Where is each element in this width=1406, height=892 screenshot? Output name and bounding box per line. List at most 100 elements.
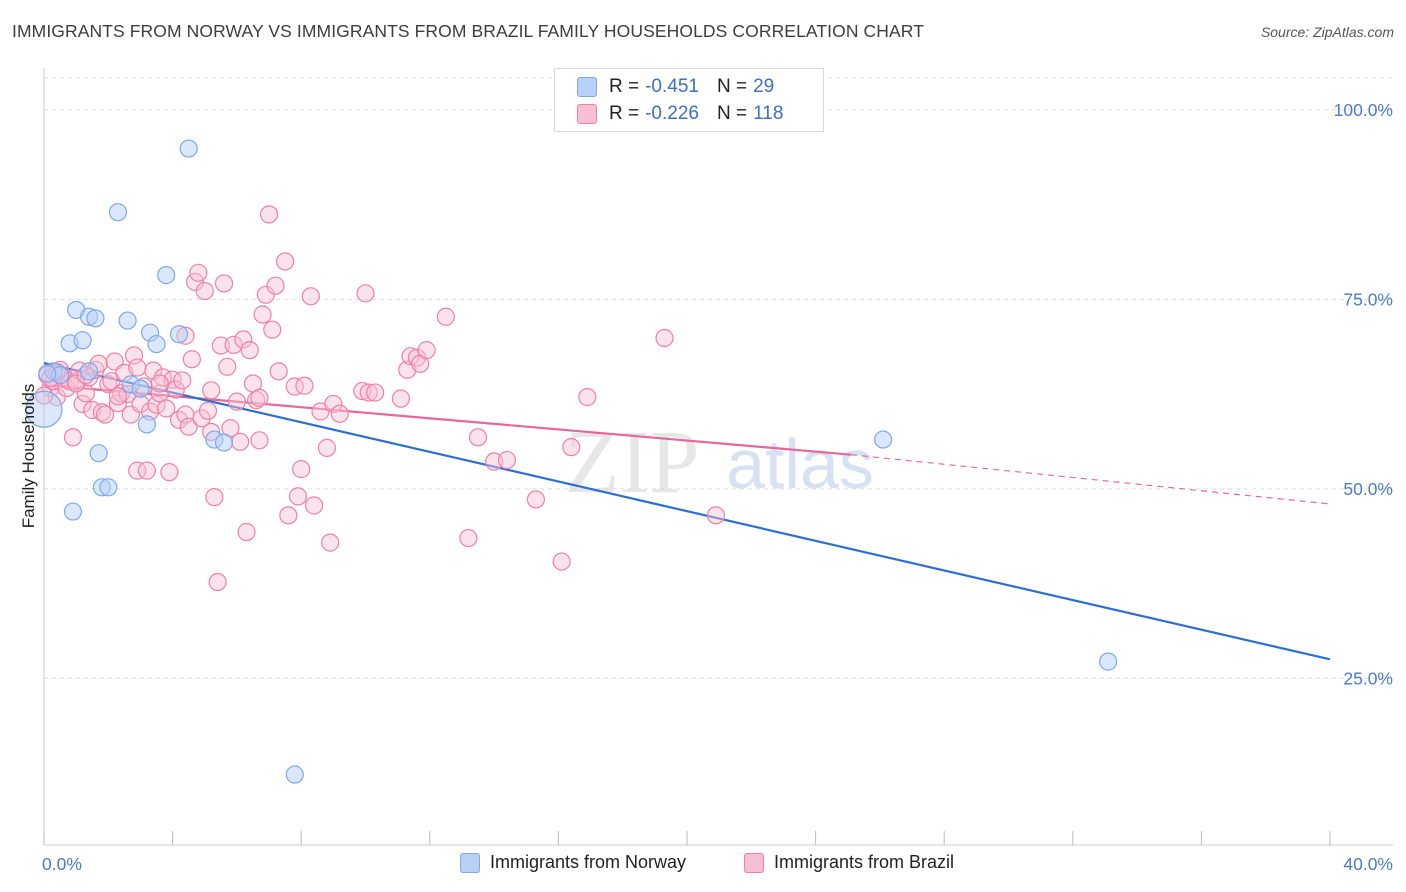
data-point-brazil: [655, 328, 674, 348]
legend-swatch-brazil: [577, 104, 597, 124]
legend-r-label: R =: [609, 103, 640, 124]
data-point-brazil: [211, 336, 230, 355]
bottom-legend-label-norway: Immigrants from Norway: [490, 852, 687, 872]
data-point-brazil: [256, 285, 275, 304]
legend-n-label: N =: [716, 76, 748, 97]
data-point-brazil: [253, 305, 272, 324]
data-point-brazil: [301, 287, 320, 306]
data-point-norway: [99, 478, 118, 497]
data-point-brazil: [137, 461, 156, 480]
data-point-brazil: [192, 409, 211, 428]
legend-r-value-norway: -0.451: [645, 76, 699, 97]
trend-lines: [43, 361, 1331, 661]
data-point-brazil: [250, 388, 269, 407]
chart-source: Source: ZipAtlas.com: [1260, 24, 1394, 40]
data-point-brazil: [92, 403, 111, 422]
data-point-brazil: [202, 381, 221, 400]
data-point-brazil: [102, 372, 121, 391]
data-point-brazil: [552, 552, 571, 571]
data-point-brazil: [526, 490, 545, 509]
data-point-brazil: [324, 394, 343, 414]
data-point-brazil: [166, 380, 185, 399]
data-point-brazil: [247, 391, 266, 410]
trend-line-brazil-extrapolated: [850, 454, 1331, 505]
watermark-atlas: atlas: [726, 425, 874, 503]
data-point-brazil: [288, 487, 308, 506]
legend-n-value-norway: 29: [753, 76, 775, 97]
data-point-norway: [179, 139, 198, 158]
x-tick-label-max: 40.0%: [1343, 854, 1393, 874]
data-point-brazil: [234, 330, 253, 349]
data-point-brazil: [214, 274, 234, 293]
data-point-brazil: [108, 394, 128, 413]
data-point-brazil: [269, 362, 288, 381]
data-point-brazil: [237, 522, 256, 542]
legend-r-value-brazil: -0.226: [645, 103, 699, 124]
data-point-norway: [118, 311, 137, 330]
data-point-brazil: [150, 374, 169, 393]
data-point-brazil: [417, 341, 436, 360]
y-tick-label: 25.0%: [1343, 668, 1393, 688]
data-point-brazil: [208, 572, 227, 592]
correlation-legend: R = -0.451 N = 29 R = -0.226 N = 118: [554, 68, 824, 132]
data-point-brazil: [562, 438, 581, 457]
data-point-norway: [147, 334, 166, 354]
y-tick-label: 100.0%: [1334, 100, 1393, 120]
bottom-legend-swatch-brazil: [744, 852, 764, 873]
data-point-brazil: [317, 438, 337, 457]
data-point-brazil: [304, 496, 324, 515]
data-point-norway: [1099, 652, 1118, 671]
data-point-brazil: [266, 276, 285, 295]
legend-row-brazil: R = -0.226 N = 118: [577, 102, 783, 126]
data-point-norway: [874, 430, 893, 449]
series-brazil-points: [34, 205, 726, 592]
data-point-brazil: [321, 533, 340, 552]
data-point-brazil: [359, 383, 378, 402]
data-point-brazil: [157, 399, 176, 418]
data-point-brazil: [356, 284, 375, 303]
data-point-norway: [108, 203, 128, 222]
data-point-brazil: [250, 431, 269, 450]
data-point-brazil: [263, 320, 282, 339]
y-tick-labels: 100.0% 75.0% 50.0% 25.0%: [1334, 100, 1393, 688]
data-point-norway: [131, 379, 150, 398]
y-axis-title: Family Households: [19, 384, 38, 529]
data-point-brazil: [330, 404, 349, 423]
data-point-norway: [285, 765, 304, 784]
watermark-zip: ZIP: [565, 413, 700, 512]
series-norway-points: [25, 139, 1118, 784]
y-tick-label: 50.0%: [1343, 479, 1393, 499]
data-point-brazil: [497, 450, 517, 470]
data-point-norway: [63, 502, 83, 521]
y-tick-label: 75.0%: [1343, 289, 1393, 309]
trend-line-norway: [43, 361, 1331, 661]
data-point-brazil: [276, 252, 295, 271]
data-point-brazil: [436, 307, 455, 326]
legend-n-value-brazil: 118: [753, 103, 784, 124]
data-point-brazil: [179, 417, 198, 436]
data-point-brazil: [108, 387, 128, 406]
data-point-brazil: [73, 394, 92, 414]
data-point-brazil: [160, 463, 179, 482]
data-point-brazil: [218, 357, 237, 376]
data-point-brazil: [227, 392, 246, 411]
data-point-brazil: [189, 263, 208, 282]
data-point-brazil: [205, 488, 224, 507]
data-point-norway: [169, 325, 189, 344]
chart-title: IMMIGRANTS FROM NORWAY VS IMMIGRANTS FRO…: [12, 21, 925, 41]
data-point-norway: [79, 362, 99, 381]
data-point-brazil: [468, 428, 488, 447]
data-point-brazil: [459, 528, 478, 548]
data-point-brazil: [95, 405, 115, 424]
data-point-norway: [25, 390, 63, 428]
data-point-norway: [214, 433, 234, 452]
data-point-norway: [157, 266, 176, 285]
data-point-norway: [137, 415, 156, 434]
data-point-brazil: [259, 205, 279, 224]
data-point-brazil: [173, 371, 192, 390]
data-point-brazil: [99, 375, 118, 394]
bottom-legend-label-brazil: Immigrants from Brazil: [774, 852, 955, 872]
data-point-brazil: [128, 358, 147, 377]
data-point-norway: [89, 444, 108, 463]
